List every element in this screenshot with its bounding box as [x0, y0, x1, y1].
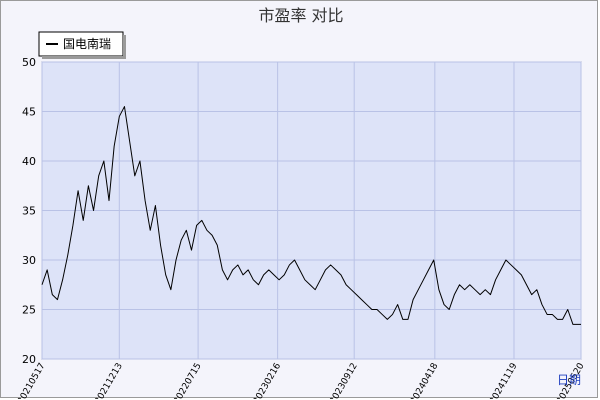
y-tick-label: 35	[22, 205, 36, 218]
x-gridlines	[41, 62, 582, 359]
x-tick-label: 20241119	[488, 361, 520, 399]
y-tick-label: 50	[22, 56, 36, 69]
y-tick-label: 30	[22, 254, 36, 267]
x-tick-label: 20230216	[252, 361, 284, 399]
legend-shadow-bottom	[42, 56, 126, 59]
y-axis-tick-labels: 20 25 30 35 40 45 50	[22, 56, 36, 366]
x-axis-tick-labels: 20210517 20211213 20220715 20230216 20230912…	[16, 361, 587, 399]
legend: 国电南瑞	[38, 31, 126, 59]
y-gridlines	[42, 61, 581, 360]
y-tick-label: 25	[22, 304, 36, 317]
legend-shadow	[123, 35, 126, 58]
y-tick-label: 20	[22, 353, 36, 366]
x-axis-label: 日期	[557, 373, 581, 387]
y-tick-label: 40	[22, 155, 36, 168]
x-tick-label: 20220715	[172, 362, 204, 400]
y-tick-label: 45	[22, 106, 36, 119]
x-tick-label: 20211213	[93, 362, 125, 400]
series-line	[41, 106, 581, 325]
legend-series-label: 国电南瑞	[63, 36, 111, 51]
x-tick-label: 20240418	[409, 361, 441, 399]
x-tick-label: 20230912	[328, 362, 360, 400]
series-layer	[41, 106, 581, 325]
x-tick-label: 20210517	[16, 362, 48, 400]
chart-title: 市盈率 对比	[258, 6, 343, 25]
